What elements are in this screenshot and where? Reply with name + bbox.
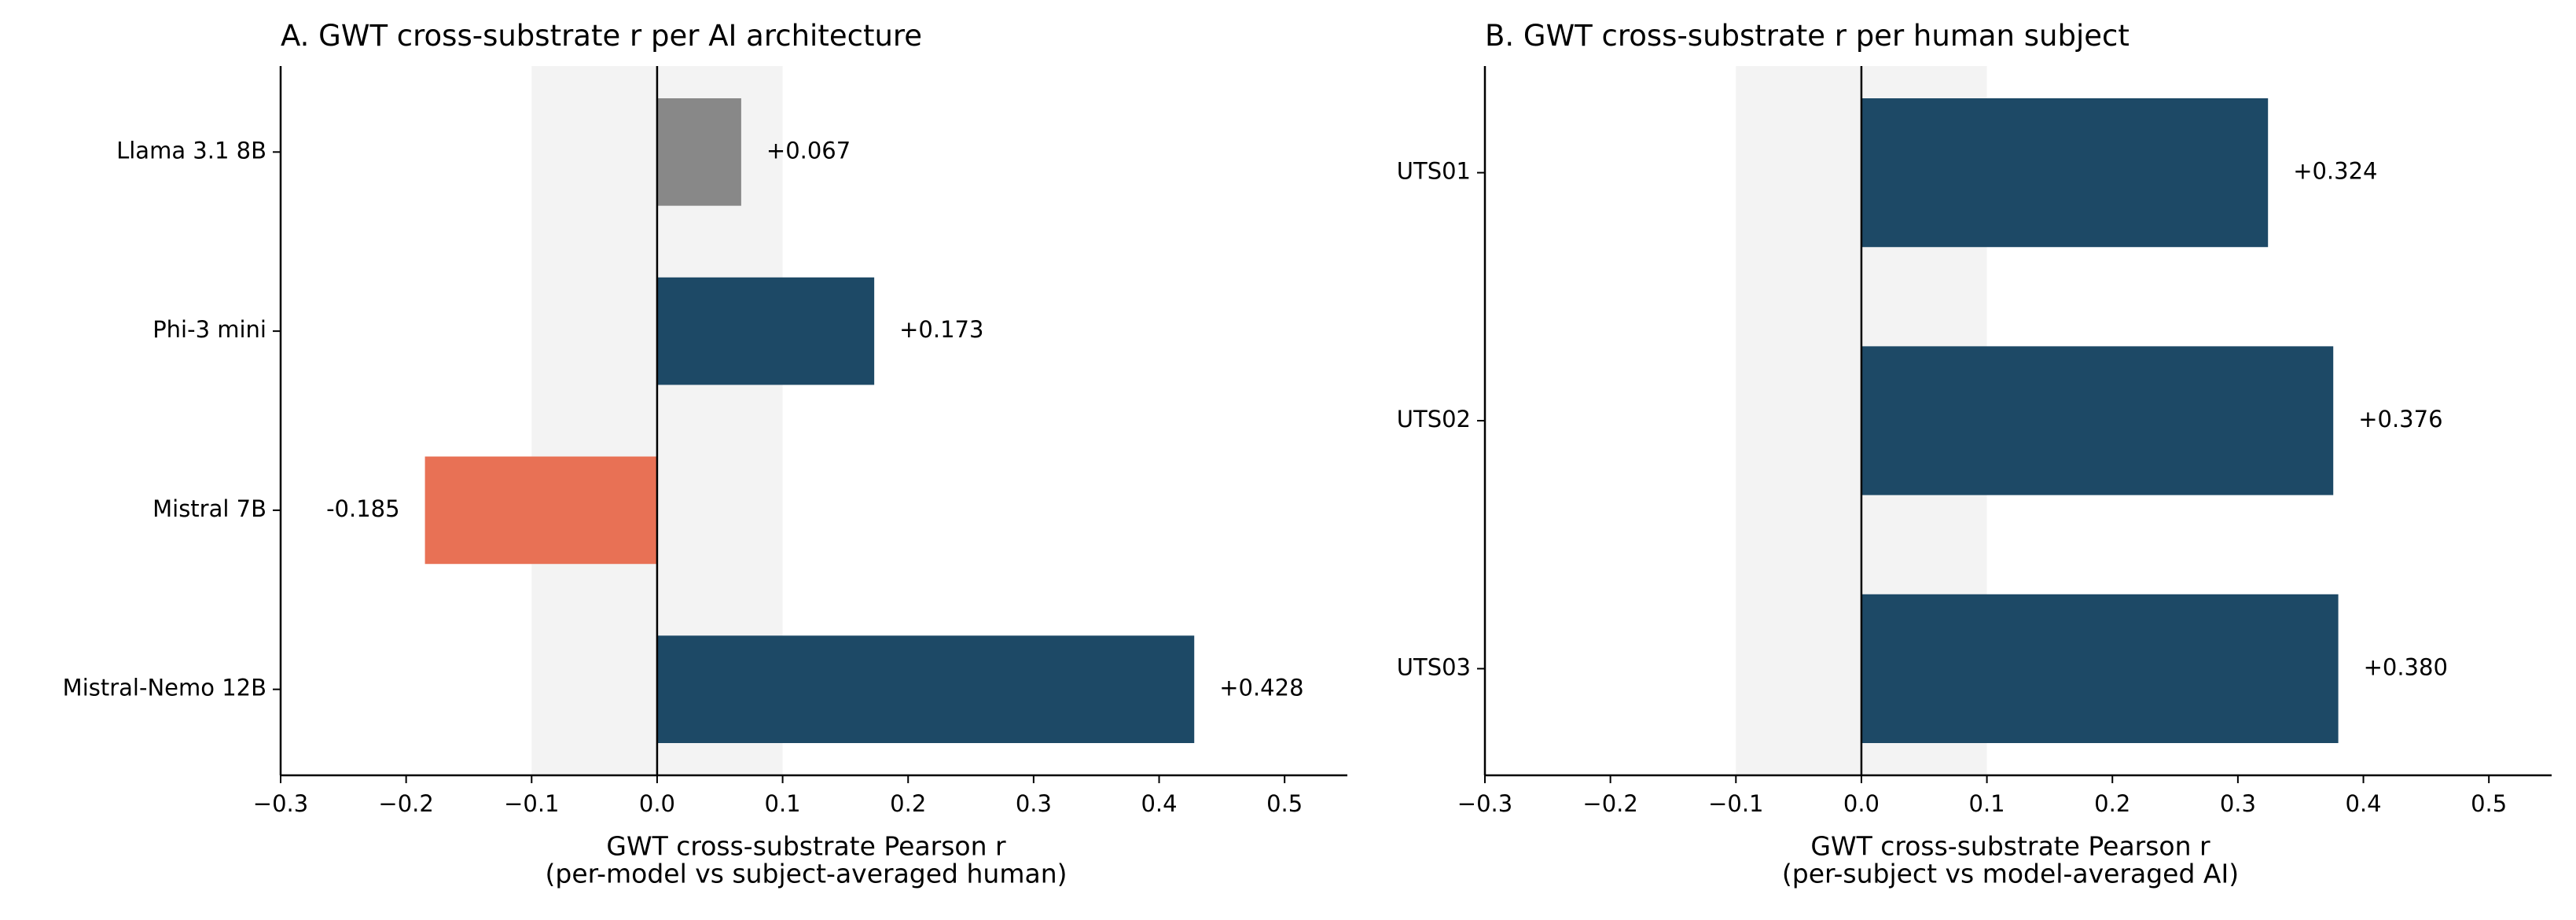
x-tick-label: 0.0 — [639, 790, 675, 817]
x-tick-label: 0.3 — [2220, 790, 2256, 817]
bar — [424, 456, 657, 565]
bar — [656, 98, 741, 206]
x-axis-label: (per-model vs subject-averaged human) — [546, 859, 1068, 889]
bar — [656, 635, 1195, 743]
y-tick-label: Mistral-Nemo 12B — [63, 675, 266, 701]
y-tick-label: UTS02 — [1397, 406, 1471, 432]
x-tick-label: 0.5 — [1266, 790, 1303, 817]
x-tick-label: −0.1 — [1708, 790, 1763, 817]
value-label: +0.380 — [2364, 653, 2448, 680]
bar — [1861, 346, 2334, 495]
value-label: +0.173 — [899, 316, 983, 343]
x-tick-label: 0.4 — [1141, 790, 1177, 817]
x-tick-label: −0.3 — [253, 790, 308, 817]
y-tick-label: UTS03 — [1397, 653, 1471, 680]
bar — [1861, 594, 2339, 743]
x-tick-label: 0.3 — [1016, 790, 1052, 817]
x-tick-label: 0.1 — [1969, 790, 2005, 817]
x-tick-label: 0.4 — [2345, 790, 2381, 817]
x-axis-label: GWT cross-substrate Pearson r — [606, 831, 1006, 862]
x-tick-label: 0.0 — [1843, 790, 1880, 817]
chart-title: B. GWT cross-substrate r per human subje… — [1485, 19, 2130, 53]
x-axis-label: GWT cross-substrate Pearson r — [1810, 831, 2210, 862]
x-tick-label: −0.2 — [1582, 790, 1637, 817]
x-tick-label: 0.1 — [765, 790, 801, 817]
x-tick-label: 0.2 — [890, 790, 926, 817]
y-tick-label: Mistral 7B — [153, 495, 266, 522]
x-tick-label: 0.2 — [2094, 790, 2130, 817]
y-tick-label: UTS01 — [1397, 158, 1471, 185]
x-tick-label: −0.1 — [504, 790, 559, 817]
chart-title: A. GWT cross-substrate r per AI architec… — [281, 19, 922, 53]
x-tick-label: −0.3 — [1457, 790, 1512, 817]
x-tick-label: 0.5 — [2471, 790, 2507, 817]
value-label: +0.324 — [2293, 158, 2377, 185]
value-label: -0.185 — [326, 495, 400, 522]
x-axis-label: (per-subject vs model-averaged AI) — [1782, 859, 2239, 889]
x-tick-label: −0.2 — [378, 790, 433, 817]
value-label: +0.067 — [766, 137, 851, 164]
y-tick-label: Llama 3.1 8B — [116, 137, 266, 164]
value-label: +0.428 — [1219, 675, 1303, 701]
bar — [1861, 98, 2269, 248]
value-label: +0.376 — [2358, 406, 2442, 432]
y-tick-label: Phi-3 mini — [153, 316, 266, 343]
bar — [656, 277, 875, 385]
